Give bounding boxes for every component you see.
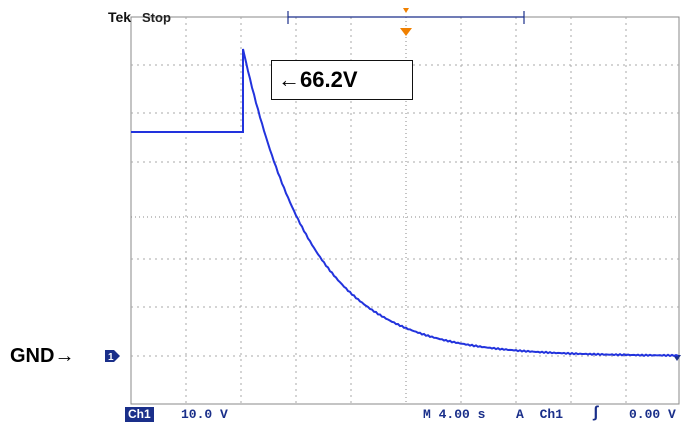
trigger-mode: A: [516, 407, 524, 422]
timebase-readout: M 4.00 s: [423, 407, 486, 422]
vertical-scale: 10.0 V: [181, 407, 228, 422]
readout-bar: Ch1 10.0 V M 4.00 s A Ch1 ʃ 0.00 V: [125, 404, 685, 424]
trigger-readout: A Ch1: [516, 407, 563, 422]
channel-badge: Ch1: [125, 407, 154, 422]
record-window-bracket: [287, 11, 525, 24]
waveform-trace: [131, 48, 679, 358]
rising-edge-icon: ʃ: [591, 404, 601, 422]
trigger-position-marker: [400, 28, 412, 36]
trigger-position-marker-top: [403, 8, 409, 13]
graticule-grid: [131, 17, 679, 404]
brand-logo: Tek: [108, 9, 132, 25]
svg-text:1: 1: [108, 352, 114, 363]
trigger-source: Ch1: [539, 407, 564, 422]
peak-voltage-callout: ←66.2V: [271, 60, 413, 100]
ground-label: GND→: [10, 345, 75, 367]
ground-reference-marker: 1: [105, 350, 120, 363]
acquisition-state: Stop: [142, 10, 171, 25]
trigger-level: 0.00 V: [629, 407, 676, 422]
